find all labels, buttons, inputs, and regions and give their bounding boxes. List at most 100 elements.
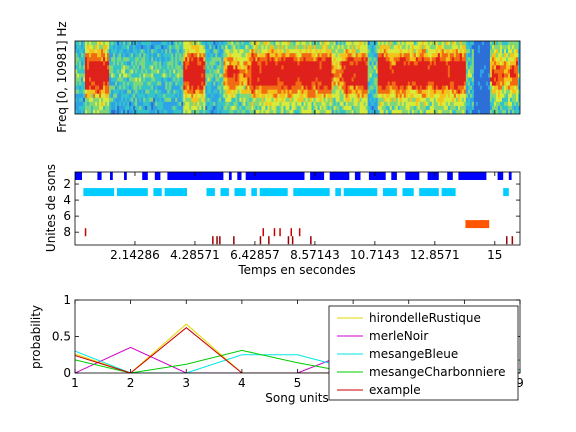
spectrogram-cell <box>389 73 393 78</box>
spectrogram-cell <box>503 77 507 82</box>
spectrogram-cell <box>111 101 114 107</box>
spectrogram-cell <box>109 73 112 78</box>
spectrogram-cell <box>369 81 372 86</box>
spectrogram-cell <box>367 77 370 82</box>
spectrogram-cell <box>99 49 102 54</box>
spectrogram-cell <box>267 65 270 70</box>
spectrogram-cell <box>243 53 246 58</box>
spectrogram-cell <box>325 69 328 74</box>
spectrogram-cell <box>233 89 236 95</box>
spectrogram-cell <box>301 109 304 114</box>
spectrogram-cell <box>299 101 302 107</box>
spectrogram-cell <box>131 41 134 46</box>
spectrogram-cell <box>163 69 166 74</box>
spectrogram-cell <box>449 85 453 90</box>
spectrogram-cell <box>487 73 491 78</box>
spectrogram-cell <box>497 53 501 58</box>
spectrogram-cell <box>181 57 184 62</box>
spectrogram-cell <box>499 89 503 95</box>
spectrogram-cell <box>341 109 344 114</box>
spectrogram-cell <box>401 101 405 107</box>
spectrogram-cell <box>479 109 483 114</box>
spectrogram-cell <box>337 45 340 50</box>
spectrogram-cell <box>205 49 208 54</box>
spectrogram-cell <box>451 49 455 54</box>
spectrogram-cell <box>301 65 304 70</box>
spectrogram-cell <box>343 105 346 111</box>
spectrogram-cell <box>365 53 368 58</box>
spectrogram-cell <box>283 41 286 46</box>
spectrogram-cell <box>425 57 429 62</box>
spectrogram-cell <box>227 57 230 62</box>
spectrogram-cell <box>487 85 491 90</box>
spectrogram-cell <box>399 57 403 62</box>
spectrogram-cell <box>183 41 186 46</box>
spectrogram-cell <box>257 93 260 99</box>
spectrogram-cell <box>237 41 240 46</box>
spectrogram-cell <box>315 85 318 90</box>
spectrogram-cell <box>267 49 270 54</box>
spectrogram-cell <box>167 41 170 46</box>
spectrogram-cell <box>443 89 447 95</box>
spectrogram-cell <box>247 49 250 54</box>
spectrogram-cell <box>277 93 280 99</box>
spectrogram-cell <box>475 101 479 107</box>
spectrogram-cell <box>341 85 344 90</box>
spectrogram-cell <box>205 45 208 50</box>
spectrogram-cell <box>187 73 190 78</box>
spectrogram-cell <box>91 77 94 82</box>
spectrogram-cell <box>107 73 110 78</box>
spectrogram-cell <box>89 53 92 58</box>
spectrogram-cell <box>277 41 280 46</box>
spectrogram-cell <box>349 85 352 90</box>
spectrogram-cell <box>479 93 483 99</box>
spectrogram-cell <box>125 93 128 99</box>
spectrogram-cell <box>119 101 122 107</box>
spectrogram-cell <box>503 65 507 70</box>
spectrogram-cell <box>233 65 236 70</box>
spectrogram-cell <box>471 49 475 54</box>
unit-mark-1 <box>110 172 113 180</box>
spectrogram-cell <box>79 41 82 46</box>
spectrogram-cell <box>187 89 190 95</box>
spectrogram-cell <box>315 49 318 54</box>
unit-mark-3 <box>83 188 115 197</box>
spectrogram-cell <box>389 77 393 82</box>
spectrogram-cell <box>119 109 122 114</box>
spectrogram-cell <box>455 85 459 90</box>
spectrogram-cell <box>393 101 397 107</box>
spectrogram-cell <box>381 105 384 111</box>
spectrogram-cell <box>121 93 124 99</box>
spectrogram-cell <box>223 57 226 62</box>
spectrogram-cell <box>141 89 144 95</box>
spectrogram-cell <box>451 109 455 114</box>
spectrogram-cell <box>295 69 298 74</box>
spectrogram-cell <box>299 81 302 86</box>
spectrogram-cell <box>355 101 358 107</box>
spectrogram-cell <box>423 45 427 50</box>
spectrogram-cell <box>235 57 238 62</box>
spectrogram-cell <box>323 85 326 90</box>
spectrogram-cell <box>171 85 174 90</box>
spectrogram-cell <box>409 41 413 46</box>
spectrogram-cell <box>149 77 152 82</box>
unit-mark-3 <box>293 188 330 197</box>
spectrogram-cell <box>115 101 118 107</box>
spectrogram-cell <box>439 85 443 90</box>
spectrogram-cell <box>287 73 290 78</box>
spectrogram-cell <box>515 89 519 95</box>
spectrogram-cell <box>159 49 162 54</box>
spectrogram-cell <box>443 81 447 86</box>
spectrogram-cell <box>211 89 214 95</box>
spectrogram-cell <box>219 77 222 82</box>
spectrogram-cell <box>439 53 443 58</box>
spectrogram-cell <box>225 101 228 107</box>
spectrogram-cell <box>339 73 342 78</box>
spectrogram-cell <box>131 61 134 66</box>
spectrogram-cell <box>215 49 218 54</box>
spectrogram-cell <box>225 41 228 46</box>
spectrogram-cell <box>277 109 280 114</box>
spectrogram-cell <box>369 57 372 62</box>
spectrogram-cell <box>285 57 288 62</box>
spectrogram-cell <box>175 101 178 107</box>
